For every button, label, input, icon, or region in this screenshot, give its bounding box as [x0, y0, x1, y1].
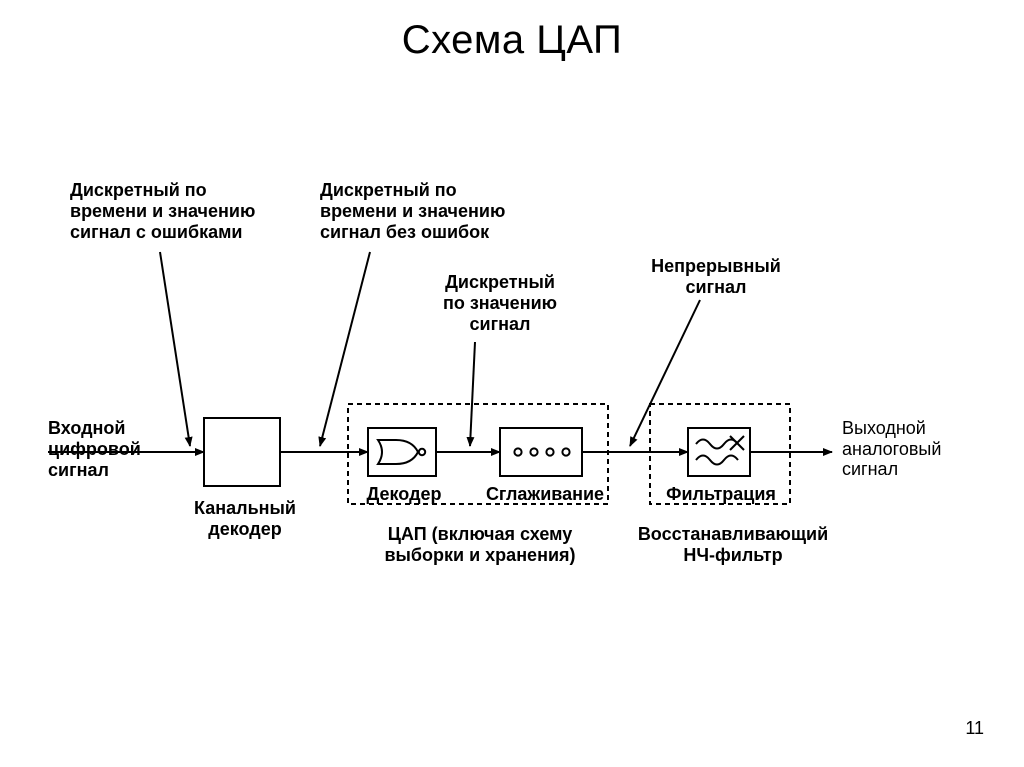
anno-line-1: [160, 252, 190, 446]
lbl-group-recon: ВосстанавливающийНЧ-фильтр: [628, 524, 838, 566]
anno-4-text: Непрерывныйсигнал: [636, 256, 796, 298]
anno-line-2: [320, 252, 370, 446]
lbl-group-dac: ЦАП (включая схемувыборки и хранения): [330, 524, 630, 566]
block-filter: [688, 428, 750, 476]
page-number: 11: [965, 718, 984, 739]
anno-3-text: Дискретныйпо значениюсигнал: [420, 272, 580, 336]
lbl-channel-decoder: Канальныйдекодер: [170, 498, 320, 540]
anno-line-4: [630, 300, 700, 446]
lbl-filter: Фильтрация: [646, 484, 796, 505]
lbl-smoothing: Сглаживание: [470, 484, 620, 505]
anno-line-3: [470, 342, 475, 446]
block-channel-decoder: [204, 418, 280, 486]
lbl-decoder: Декодер: [354, 484, 454, 505]
anno-1-text: Дискретный повремени и значениюсигнал с …: [70, 180, 290, 244]
input-signal-label: Входнойцифровойсигнал: [48, 418, 178, 482]
anno-2-text: Дискретный повремени и значениюсигнал бе…: [320, 180, 540, 244]
dac-diagram: [0, 0, 1024, 767]
output-signal-label: Выходнойаналоговыйсигнал: [842, 418, 1002, 480]
